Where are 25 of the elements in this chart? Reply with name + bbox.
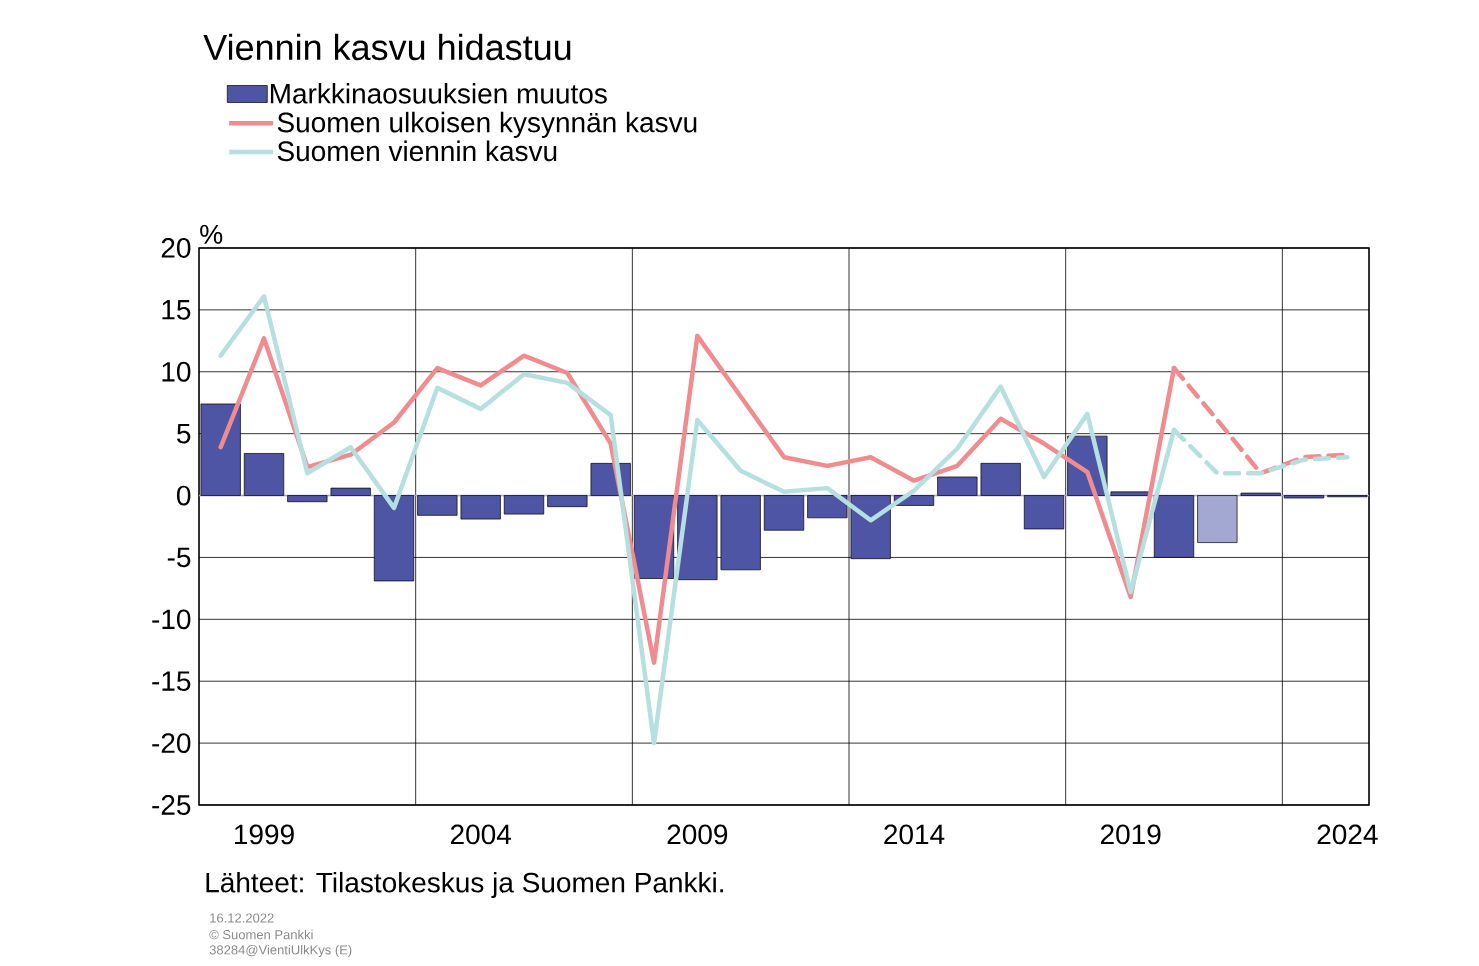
- y-tick-label: 0: [177, 485, 191, 506]
- x-tick-label: 2004: [450, 824, 511, 845]
- y-tick-label: 5: [177, 423, 191, 444]
- y-tick-label: -5: [167, 547, 191, 568]
- x-tick-label: 2019: [1100, 824, 1161, 845]
- y-tick-label: 15: [162, 300, 191, 320]
- y-tick-label: -25: [152, 795, 191, 815]
- legend-label: Suomen viennin kasvu: [277, 140, 557, 162]
- y-tick-label: -20: [152, 733, 191, 754]
- text: © Suomen Pankki: [209, 929, 313, 940]
- x-tick-label: 2024: [1317, 824, 1378, 845]
- y-axis-title: %: [200, 224, 223, 244]
- text: Lähteet: Tilastokeskus ja Suomen Pankki.: [206, 871, 723, 899]
- y-tick-label: -10: [152, 609, 191, 630]
- x-tick-label: 2009: [667, 824, 728, 845]
- text: 38284@VientiUlkKys (E): [209, 944, 352, 958]
- y-tick-label: -15: [152, 671, 191, 691]
- chart-title: Viennin kasvu hidastuu: [203, 33, 571, 61]
- legend-label: Suomen ulkoisen kysynnän kasvu: [277, 111, 697, 138]
- x-tick-label: 2014: [884, 824, 945, 845]
- y-tick-label: 10: [162, 361, 191, 382]
- text: 16.12.2022: [210, 913, 274, 923]
- legend-label: Markkinaosuuksien muutos: [270, 83, 607, 104]
- y-tick-label: 20: [161, 238, 191, 258]
- x-tick-label: 1999: [235, 824, 294, 845]
